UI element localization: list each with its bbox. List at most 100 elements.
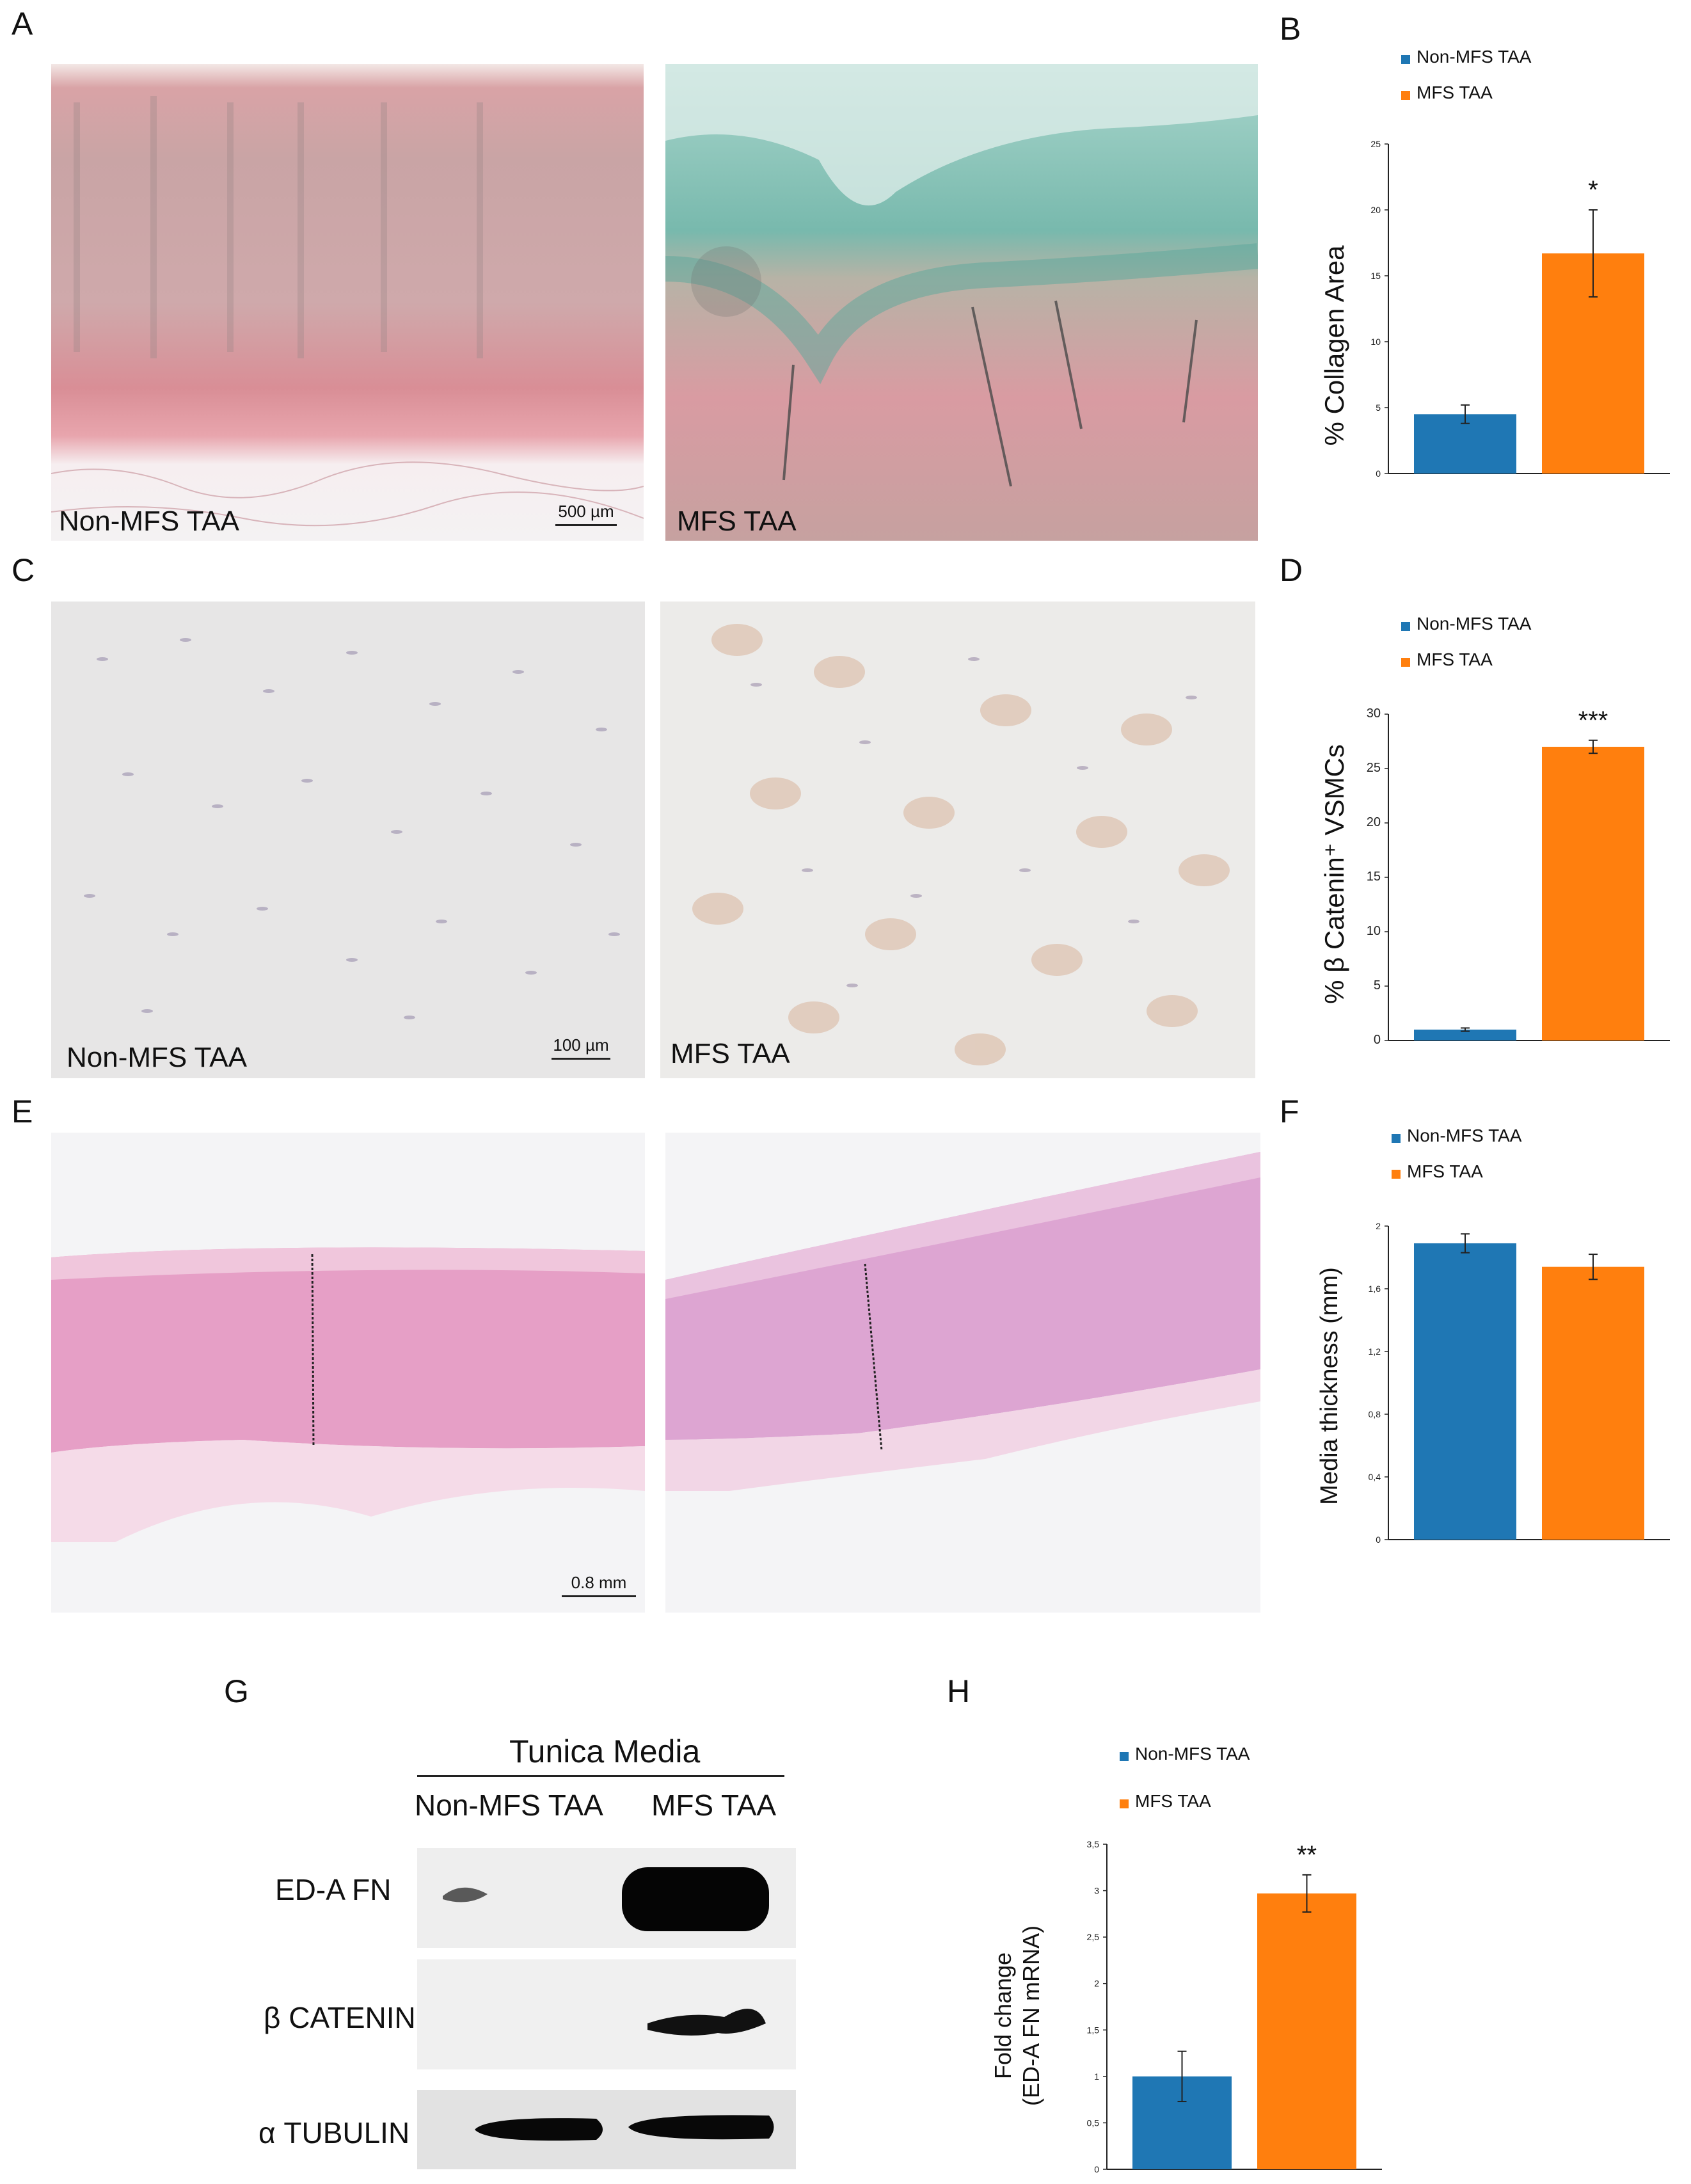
- chart-b-ytick-label-1: 5: [1376, 403, 1381, 413]
- chart-h-bar-1: [1257, 1893, 1356, 2169]
- scale-bar-c-label: 100 µm: [553, 1035, 609, 1055]
- chart-d-ytick-label-3: 15: [1367, 870, 1381, 884]
- chart-h-legend-swatch-1: [1120, 1799, 1129, 1808]
- scale-bar-c-line: [552, 1058, 610, 1060]
- chart-d-legend-label-0: Non-MFS TAA: [1417, 614, 1532, 634]
- chart-f-ylabel: Media thickness (mm): [1316, 1267, 1343, 1505]
- chart-f-bar-0: [1414, 1243, 1516, 1540]
- chart-d-legend-label-1: MFS TAA: [1417, 650, 1493, 669]
- chart-b-ytick-label-0: 0: [1376, 468, 1381, 479]
- blot-row-label-edafn: ED-A FN: [275, 1873, 392, 1906]
- panel-letter-g: G: [224, 1673, 249, 1709]
- chart-b-legend-swatch-0: [1401, 55, 1410, 64]
- chart-b-ytick-label-2: 10: [1370, 337, 1381, 347]
- chart-d-ytick-label-5: 25: [1367, 761, 1381, 775]
- panel-letter-e: E: [12, 1094, 33, 1129]
- chart-h-legend-swatch-0: [1120, 1752, 1129, 1761]
- chart-d-ytick-label-6: 30: [1367, 706, 1381, 721]
- panel-letter-c: C: [12, 552, 35, 588]
- chart-b-legend-label-1: MFS TAA: [1417, 83, 1493, 102]
- chart-b-legend-label-0: Non-MFS TAA: [1417, 47, 1532, 67]
- chart-h-ytick-label-2: 1: [1094, 2071, 1099, 2082]
- micrograph-c-right-label: MFS TAA: [671, 1038, 790, 1069]
- chart-h-legend-label-1: MFS TAA: [1135, 1791, 1211, 1811]
- chart-d-ytick-label-4: 20: [1367, 815, 1381, 829]
- micrograph-c-left-label: Non-MFS TAA: [67, 1042, 247, 1073]
- blot-atubulin: [417, 2090, 796, 2169]
- chart-f-ytick-label-2: 0,8: [1369, 1409, 1381, 1419]
- blot-edafn: [417, 1848, 796, 1948]
- chart-h-ytick-label-5: 2,5: [1087, 1932, 1100, 1942]
- micrograph-a-mfs: [665, 64, 1258, 541]
- scale-bar-e: 0.8 mm: [562, 1573, 636, 1597]
- panel-letter-f: F: [1280, 1094, 1299, 1129]
- chart-d-significance: ***: [1578, 706, 1608, 735]
- chart-b-ytick-label-3: 15: [1370, 271, 1381, 281]
- micrograph-e-left: [51, 1133, 645, 1613]
- chart-d-svg: Non-MFS TAA MFS TAA 0 5 10 15 20 25 30 *** % β Cat…: [1319, 614, 1670, 1047]
- scale-bar-e-line: [562, 1595, 636, 1597]
- chart-h-svg: Non-MFS TAA MFS TAA 0 0,5 1 1,5 2 2,5 3 3,5 ** Fold…: [990, 1744, 1382, 2174]
- chart-h-ytick-label-4: 2: [1094, 1979, 1099, 1989]
- chart-h-ytick-label-3: 1,5: [1087, 2025, 1100, 2035]
- chart-h-ytick-label-0: 0: [1094, 2164, 1099, 2174]
- chart-f-legend-label-0: Non-MFS TAA: [1407, 1126, 1522, 1145]
- chart-h-ytick-label-6: 3: [1094, 1886, 1099, 1896]
- blot-lane-mfs: MFS TAA: [651, 1789, 777, 1822]
- chart-d-ytick-label-0: 0: [1374, 1033, 1381, 1047]
- chart-f: Non-MFS TAA MFS TAA 0 0,4 0,8 1,2 1,6 2 Media th…: [1280, 1126, 1689, 1552]
- micrograph-a-right-label: MFS TAA: [677, 506, 797, 537]
- chart-h: Non-MFS TAA MFS TAA 0 0,5 1 1,5 2 2,5 3 3,5 ** Fold…: [979, 1728, 1478, 2176]
- scale-bar-a: 500 µm: [555, 502, 617, 526]
- panel-letter-h: H: [947, 1673, 971, 1709]
- micrograph-c-non-mfs: [51, 602, 645, 1078]
- blot-bcatenin: [417, 1959, 796, 2069]
- chart-f-ytick-label-4: 1,6: [1369, 1284, 1381, 1294]
- chart-h-ytick-label-7: 3,5: [1087, 1839, 1100, 1849]
- panel-letter-a: A: [12, 6, 33, 42]
- chart-f-legend-swatch-1: [1392, 1170, 1401, 1179]
- micrograph-a-non-mfs: [51, 64, 644, 541]
- chart-h-ytick-label-1: 0,5: [1087, 2117, 1100, 2128]
- micrograph-e-right: [665, 1133, 1260, 1613]
- panel-letter-b: B: [1280, 11, 1301, 47]
- chart-f-bar-1: [1542, 1266, 1644, 1540]
- chart-b-legend-swatch-1: [1401, 91, 1410, 100]
- chart-f-svg: Non-MFS TAA MFS TAA 0 0,4 0,8 1,2 1,6 2 Media th…: [1316, 1126, 1670, 1545]
- chart-f-legend-label-1: MFS TAA: [1407, 1161, 1483, 1181]
- blot-lane-non-mfs: Non-MFS TAA: [415, 1789, 603, 1822]
- scale-bar-a-line: [555, 524, 617, 526]
- chart-d-ytick-label-2: 10: [1367, 924, 1381, 938]
- chart-b-ytick-label-4: 20: [1370, 205, 1381, 215]
- chart-f-ytick-label-5: 2: [1376, 1221, 1381, 1231]
- blot-row-label-bcatenin: β CATENIN: [264, 2001, 416, 2034]
- chart-b-ytick-label-5: 25: [1370, 139, 1381, 149]
- chart-b-ylabel: % Collagen Area: [1319, 245, 1349, 446]
- chart-f-ytick-label-0: 0: [1376, 1534, 1381, 1545]
- chart-b-svg: Non-MFS TAA MFS TAA 0 5 10 15 20 25 * % Collagen …: [1319, 47, 1670, 479]
- scale-bar-a-label: 500 µm: [558, 502, 614, 521]
- blot-header: Tunica Media: [509, 1734, 701, 1769]
- chart-b-significance: *: [1588, 176, 1598, 204]
- scale-bar-c: 100 µm: [552, 1035, 610, 1060]
- chart-h-ylabel: Fold change: [990, 1952, 1016, 2079]
- blot-row-label-atubulin: α TUBULIN: [258, 2116, 410, 2149]
- chart-d-bar-0: [1414, 1030, 1516, 1040]
- chart-b-bar-0: [1414, 414, 1516, 474]
- panel-letter-d: D: [1280, 552, 1303, 588]
- chart-b: Non-MFS TAA MFS TAA 0 5 10 15 20 25 * % Collagen …: [1280, 38, 1689, 486]
- chart-d-legend-swatch-0: [1401, 622, 1410, 631]
- chart-h-ylabel-2: (ED-A FN mRNA): [1018, 1925, 1044, 2106]
- blot-header-rule: [417, 1775, 784, 1777]
- micrograph-a-left-label: Non-MFS TAA: [59, 506, 239, 537]
- chart-d-legend-swatch-1: [1401, 658, 1410, 667]
- chart-h-significance: **: [1297, 1841, 1317, 1869]
- chart-d-bar-1: [1542, 747, 1644, 1040]
- chart-f-ytick-label-3: 1,2: [1369, 1346, 1381, 1357]
- chart-f-legend-swatch-0: [1392, 1134, 1401, 1143]
- chart-f-ytick-label-1: 0,4: [1369, 1472, 1381, 1482]
- scale-bar-e-label: 0.8 mm: [571, 1573, 627, 1592]
- chart-d-ylabel: % β Catenin⁺ VSMCs: [1319, 744, 1349, 1004]
- chart-d-ytick-label-1: 5: [1374, 978, 1381, 992]
- micrograph-c-mfs: [660, 602, 1255, 1078]
